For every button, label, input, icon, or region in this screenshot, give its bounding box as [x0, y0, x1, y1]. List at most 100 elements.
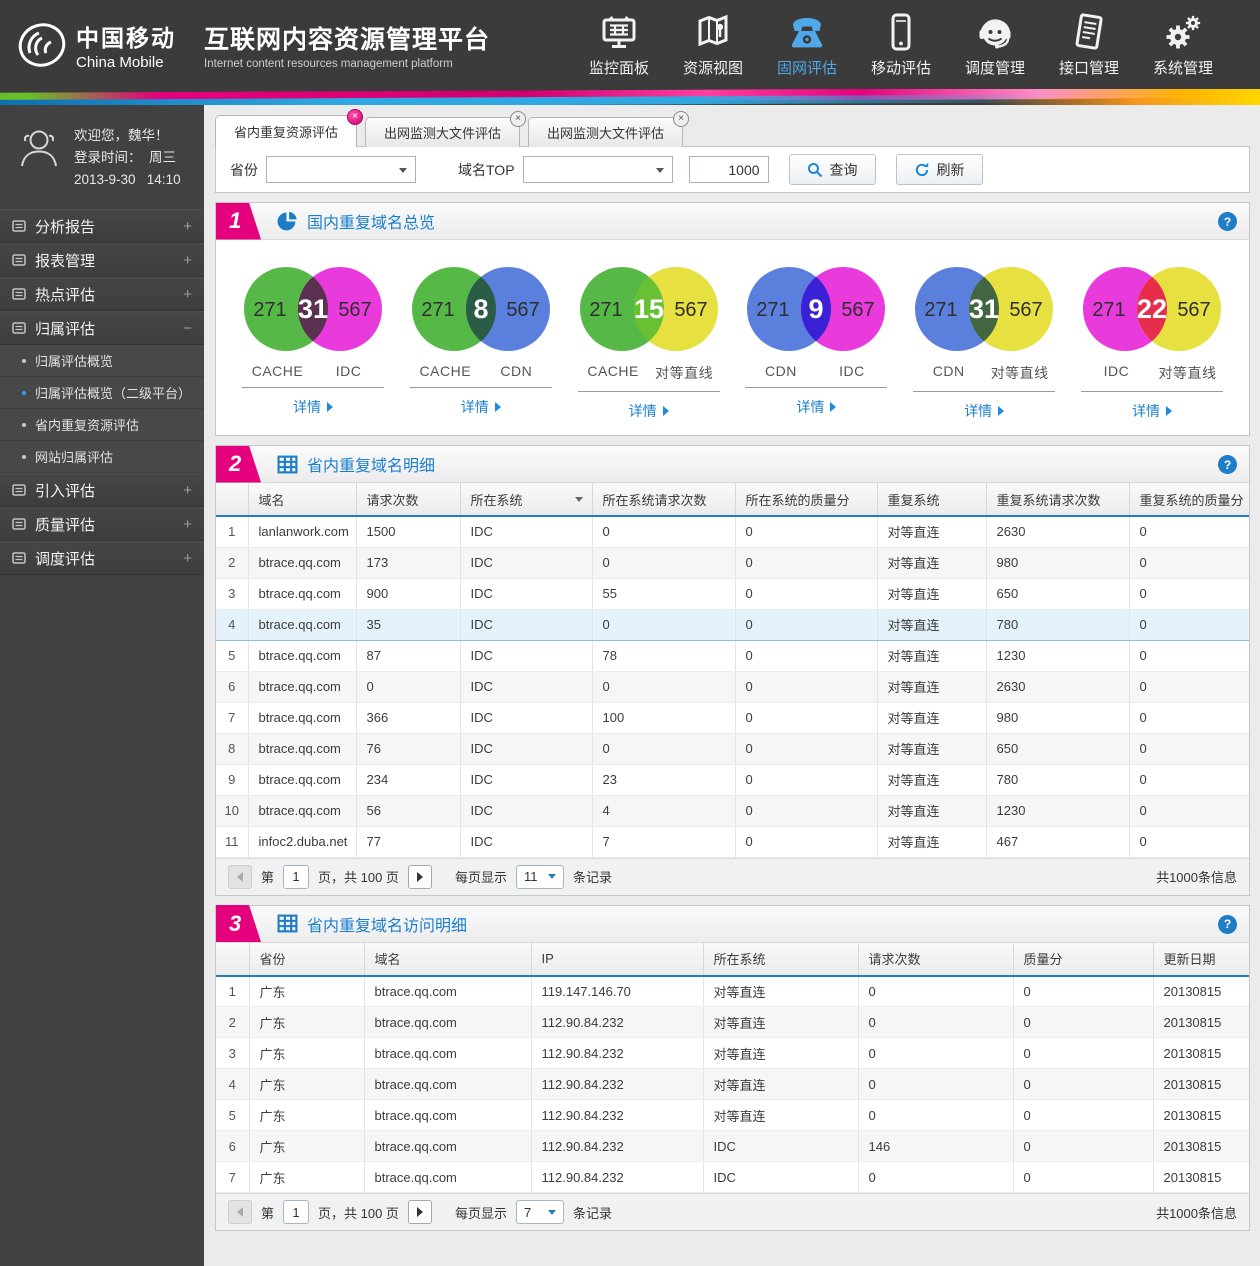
ribbon-stripe: [0, 89, 1260, 105]
search-icon: [807, 162, 823, 178]
cell: btrace.qq.com: [248, 764, 357, 796]
sidebar-submenu-item[interactable]: 省内重复资源评估: [0, 409, 204, 441]
sidebar-menu-item[interactable]: 质量评估 +: [0, 507, 204, 541]
detail-link[interactable]: 详情: [293, 397, 333, 417]
detail-link[interactable]: 详情: [796, 397, 837, 417]
nav-item[interactable]: 资源视图: [682, 12, 744, 78]
expand-toggle-icon[interactable]: −: [183, 319, 192, 337]
table-row[interactable]: 4 btrace.qq.com 35 IDC 0 0 对等直连 780 0: [216, 608, 1249, 641]
column-header[interactable]: 所在系统: [460, 483, 593, 517]
table-row[interactable]: 6 广东 btrace.qq.com 112.90.84.232 IDC 146 0 2013…: [216, 1130, 1249, 1162]
help-icon[interactable]: ?: [1218, 914, 1237, 934]
nav-item[interactable]: 监控面板: [588, 12, 650, 78]
table-row[interactable]: 11 infoc2.duba.net 77 IDC 7 0 对等直连 467 0: [216, 826, 1249, 858]
table-row[interactable]: 2 广东 btrace.qq.com 112.90.84.232 对等直连 0 0 20130…: [216, 1006, 1249, 1038]
tab[interactable]: 省内重复资源评估: [215, 109, 364, 147]
table-row[interactable]: 7 广东 btrace.qq.com 112.90.84.232 IDC 0 0 201308…: [216, 1161, 1249, 1193]
arrow-right-icon: [1165, 406, 1172, 416]
sidebar-submenu-item[interactable]: 归属评估概览: [0, 345, 204, 377]
cell: 78: [592, 640, 736, 672]
cell: 112.90.84.232: [531, 1006, 704, 1038]
table-row[interactable]: 8 btrace.qq.com 76 IDC 0 0 对等直连 650 0: [216, 733, 1249, 765]
sidebar-submenu-item[interactable]: 归属评估概览（二级平台）: [0, 377, 204, 409]
divider: [745, 387, 888, 388]
sidebar-submenu-item[interactable]: 网站归属评估: [0, 441, 204, 473]
tab[interactable]: 出网监测大文件评估: [528, 111, 690, 147]
nav-item[interactable]: 移动评估: [870, 12, 932, 78]
table-row[interactable]: 5 广东 btrace.qq.com 112.90.84.232 对等直连 0 0 20130…: [216, 1099, 1249, 1131]
detail-link[interactable]: 详情: [461, 397, 501, 417]
sidebar-menu-item[interactable]: 报表管理 +: [0, 243, 204, 277]
close-icon[interactable]: [673, 111, 690, 127]
cell: IDC: [460, 733, 593, 765]
section-title: 省内重复域名访问明细: [307, 917, 468, 935]
prev-page-button[interactable]: [228, 1200, 252, 1224]
page-number-input[interactable]: 1: [283, 864, 310, 889]
table-row[interactable]: 1 广东 btrace.qq.com 119.147.146.70 对等直连 0 0 2013…: [216, 975, 1249, 1007]
expand-toggle-icon[interactable]: +: [183, 515, 192, 533]
table-row[interactable]: 1 lanlanwork.com 1500 IDC 0 0 对等直连 2630 0: [216, 516, 1249, 548]
cell: 366: [356, 702, 461, 734]
table-row[interactable]: 6 btrace.qq.com 0 IDC 0 0 对等直连 2630 0: [216, 671, 1249, 703]
next-page-button[interactable]: [407, 864, 432, 889]
cell: 0: [858, 1068, 1014, 1100]
province-select[interactable]: [266, 156, 416, 183]
venn-diagram: 271 8 567 CACHE CDN 详情: [409, 264, 552, 421]
table-row[interactable]: 2 btrace.qq.com 173 IDC 0 0 对等直连 980 0: [216, 547, 1249, 579]
cell: 650: [986, 578, 1130, 610]
nav-item[interactable]: 调度管理: [964, 12, 1026, 78]
cell: 广东: [249, 1068, 365, 1100]
prev-page-button[interactable]: [228, 864, 252, 889]
arrow-right-icon: [494, 402, 501, 412]
cell: 7: [592, 826, 736, 858]
cell: IDC: [460, 547, 593, 579]
close-icon[interactable]: [347, 109, 364, 125]
table-row[interactable]: 3 广东 btrace.qq.com 112.90.84.232 对等直连 0 0 20130…: [216, 1037, 1249, 1069]
detail-link[interactable]: 详情: [629, 401, 669, 421]
nav-item[interactable]: 固网评估: [776, 12, 838, 78]
table-row[interactable]: 10 btrace.qq.com 56 IDC 4 0 对等直连 1230 0: [216, 795, 1249, 827]
count-input[interactable]: [688, 156, 769, 183]
domain-top-select[interactable]: [522, 156, 673, 183]
sidebar-menu-item[interactable]: 分析报告 +: [0, 209, 204, 243]
cell: 0: [1129, 516, 1249, 548]
page-number-input[interactable]: 1: [283, 1200, 310, 1224]
page-size-select[interactable]: 7: [515, 1200, 564, 1224]
cell: 0: [1129, 547, 1249, 579]
expand-toggle-icon[interactable]: +: [183, 481, 192, 499]
expand-toggle-icon[interactable]: +: [183, 549, 192, 567]
help-icon[interactable]: ?: [1218, 455, 1237, 474]
detail-link[interactable]: 详情: [964, 401, 1005, 421]
help-icon[interactable]: ?: [1218, 212, 1237, 231]
table-row[interactable]: 7 btrace.qq.com 366 IDC 100 0 对等直连 980 0: [216, 702, 1249, 734]
row-number: 2: [216, 1006, 250, 1038]
column-filter-icon[interactable]: [574, 497, 583, 502]
search-button[interactable]: 查询: [788, 154, 876, 185]
table-row[interactable]: 3 btrace.qq.com 900 IDC 55 0 对等直连 650 0: [216, 578, 1249, 610]
section-number-badge: 1: [216, 202, 261, 240]
expand-toggle-icon[interactable]: +: [183, 285, 192, 303]
table-row[interactable]: 5 btrace.qq.com 87 IDC 78 0 对等直连 1230 0: [216, 640, 1249, 672]
sidebar-menu-item[interactable]: 归属评估 −: [0, 311, 204, 345]
sidebar-menu-item[interactable]: 热点评估 +: [0, 277, 204, 311]
refresh-button[interactable]: 刷新: [895, 154, 983, 185]
brand-name-en: China Mobile: [76, 53, 164, 71]
svg-text:9: 9: [809, 294, 824, 324]
next-page-button[interactable]: [407, 1200, 432, 1224]
detail-link[interactable]: 详情: [1132, 401, 1172, 421]
cell: 0: [1013, 1161, 1154, 1193]
expand-toggle-icon[interactable]: +: [183, 251, 192, 269]
sidebar-menu-item[interactable]: 引入评估 +: [0, 473, 204, 507]
nav-item[interactable]: 接口管理: [1058, 12, 1120, 78]
table-row[interactable]: 4 广东 btrace.qq.com 112.90.84.232 对等直连 0 0 20130…: [216, 1068, 1249, 1100]
page-size-select[interactable]: 11: [515, 864, 564, 889]
venn-left-label: CACHE: [251, 363, 304, 379]
close-icon[interactable]: [510, 111, 527, 127]
expand-toggle-icon[interactable]: +: [183, 217, 192, 235]
cell: IDC: [460, 578, 593, 610]
table-row[interactable]: 9 btrace.qq.com 234 IDC 23 0 对等直连 780 0: [216, 764, 1249, 796]
sidebar-menu-item[interactable]: 调度评估 +: [0, 541, 204, 575]
cell: 0: [1129, 702, 1249, 734]
nav-item[interactable]: 系统管理: [1152, 12, 1214, 78]
tab[interactable]: 出网监测大文件评估: [365, 111, 527, 147]
